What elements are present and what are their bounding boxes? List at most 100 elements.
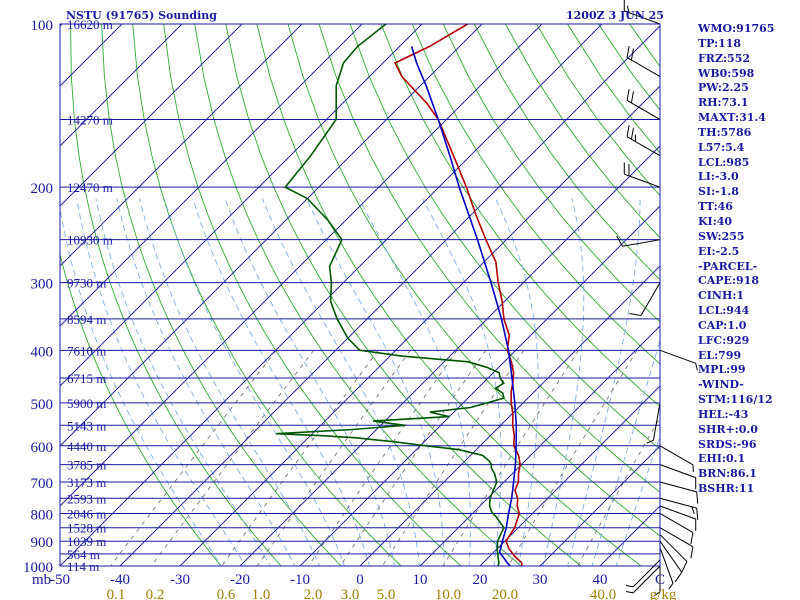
barb-flag — [695, 363, 698, 371]
barb-staff — [624, 10, 661, 25]
dry-adiabat — [225, 24, 582, 566]
isotherm — [299, 205, 660, 566]
temperature-tick-label: 40 — [593, 572, 608, 588]
mixing-ratio-label: 0.2 — [146, 587, 165, 600]
moist-adiabat — [261, 198, 420, 566]
isotherm — [239, 145, 660, 566]
moist-adiabat — [164, 198, 345, 566]
wind-barbs — [616, 0, 699, 597]
index-item: EHI:0.1 — [698, 452, 746, 466]
barb-flag — [630, 127, 634, 140]
mixing-ratio-label: 3.0 — [341, 587, 360, 600]
moist-adiabat — [116, 198, 296, 566]
moist-adiabat — [358, 198, 471, 566]
isotherm — [359, 265, 660, 566]
index-item: EI:-2.5 — [698, 244, 740, 258]
moist-adiabat — [615, 435, 660, 566]
index-item: CAPE:918 — [698, 274, 759, 288]
mixing-ratio-line — [339, 350, 487, 566]
wind-barb — [623, 0, 661, 25]
index-item: CINH:1 — [698, 289, 745, 303]
index-item: STM:116/12 — [698, 393, 773, 407]
wind-barb — [659, 534, 688, 573]
barb-flag — [690, 532, 694, 545]
temperature-tick-label: -20 — [230, 572, 250, 588]
wind-barb — [626, 125, 661, 157]
isotherm — [60, 24, 243, 207]
dry-adiabat — [411, 24, 660, 365]
mixing-ratio-label: 40.0 — [590, 587, 616, 600]
barb-staff — [659, 527, 694, 548]
moist-adiabat — [138, 198, 321, 566]
barb-flag — [616, 235, 624, 247]
sounding-time: 1200Z 3 JUN 25 — [566, 9, 664, 22]
pressure-tick-label: 700 — [31, 476, 54, 492]
barb-flag — [630, 48, 634, 61]
index-item: SHR+:0.0 — [698, 422, 758, 436]
temperature-tick-label: 10 — [413, 572, 428, 588]
mixing-ratio-label: 1.0 — [252, 587, 271, 600]
barb-staff — [622, 239, 661, 247]
height-label: 5900 m — [67, 396, 106, 411]
height-label: 12470 m — [67, 180, 113, 195]
temperature-tick-label: C — [655, 572, 665, 588]
barb-staff — [659, 497, 697, 509]
wind-barb — [659, 349, 698, 371]
dry-adiabat — [287, 24, 660, 537]
barb-staff — [659, 445, 694, 466]
wind-barb — [659, 513, 694, 545]
mixing-ratio-label: 20.0 — [492, 587, 518, 600]
pressure-tick-label: 800 — [31, 507, 54, 523]
index-item: BRN:86.1 — [698, 467, 757, 481]
height-label: 8594 m — [67, 312, 106, 327]
temperature-tick-label: -30 — [170, 572, 190, 588]
height-label: 3173 m — [67, 475, 106, 490]
index-item: LCL:985 — [698, 155, 750, 169]
barb-flag — [626, 88, 630, 101]
height-label: 564 m — [67, 547, 100, 562]
wind-barb — [629, 282, 661, 317]
barb-flag — [625, 590, 634, 594]
barb-flag — [668, 583, 674, 590]
moist-adiabat — [567, 198, 641, 566]
pressure-tick-label: 900 — [31, 535, 54, 551]
dry-adiabat — [60, 252, 222, 566]
index-item: WB0:598 — [698, 66, 755, 80]
moist-adiabat — [591, 338, 660, 566]
barb-flag — [629, 312, 642, 317]
isotherm — [60, 24, 183, 147]
index-item: MAXT:31.4 — [698, 111, 766, 125]
height-label: 4440 m — [67, 439, 106, 454]
height-label: 2046 m — [67, 506, 106, 521]
barb-staff — [659, 505, 696, 520]
barb-staff — [659, 464, 696, 479]
wind-barb — [659, 464, 697, 490]
dewpoint-curve — [276, 24, 505, 566]
temperature-tick-label: 30 — [533, 572, 548, 588]
mixing-ratio-label: 5.0 — [377, 587, 396, 600]
barb-flag — [696, 508, 699, 520]
barb-flag — [626, 125, 630, 137]
isotherm — [60, 24, 303, 267]
index-item: TP:118 — [698, 36, 742, 50]
height-label: 10930 m — [67, 233, 113, 248]
mixing-ratio-line — [109, 350, 277, 566]
wind-barb — [659, 505, 697, 531]
index-item: EL:799 — [698, 348, 742, 362]
dry-adiabat — [101, 24, 342, 566]
mixing-ratio-label: 0.1 — [107, 587, 126, 600]
index-item: SW:255 — [698, 229, 745, 243]
isotherm — [539, 445, 660, 566]
height-label: 2593 m — [67, 491, 106, 506]
index-item: -PARCEL- — [698, 259, 758, 273]
temperature-tick-label: 0 — [356, 572, 364, 588]
barb-flag — [690, 546, 694, 559]
height-label: 7610 m — [67, 343, 106, 358]
mixing-ratio-line — [442, 350, 579, 566]
barb-staff — [624, 173, 661, 188]
temperature-tick-label: -40 — [110, 572, 130, 588]
barb-staff — [626, 136, 661, 157]
barb-staff — [652, 402, 661, 441]
isotherm — [60, 24, 363, 327]
